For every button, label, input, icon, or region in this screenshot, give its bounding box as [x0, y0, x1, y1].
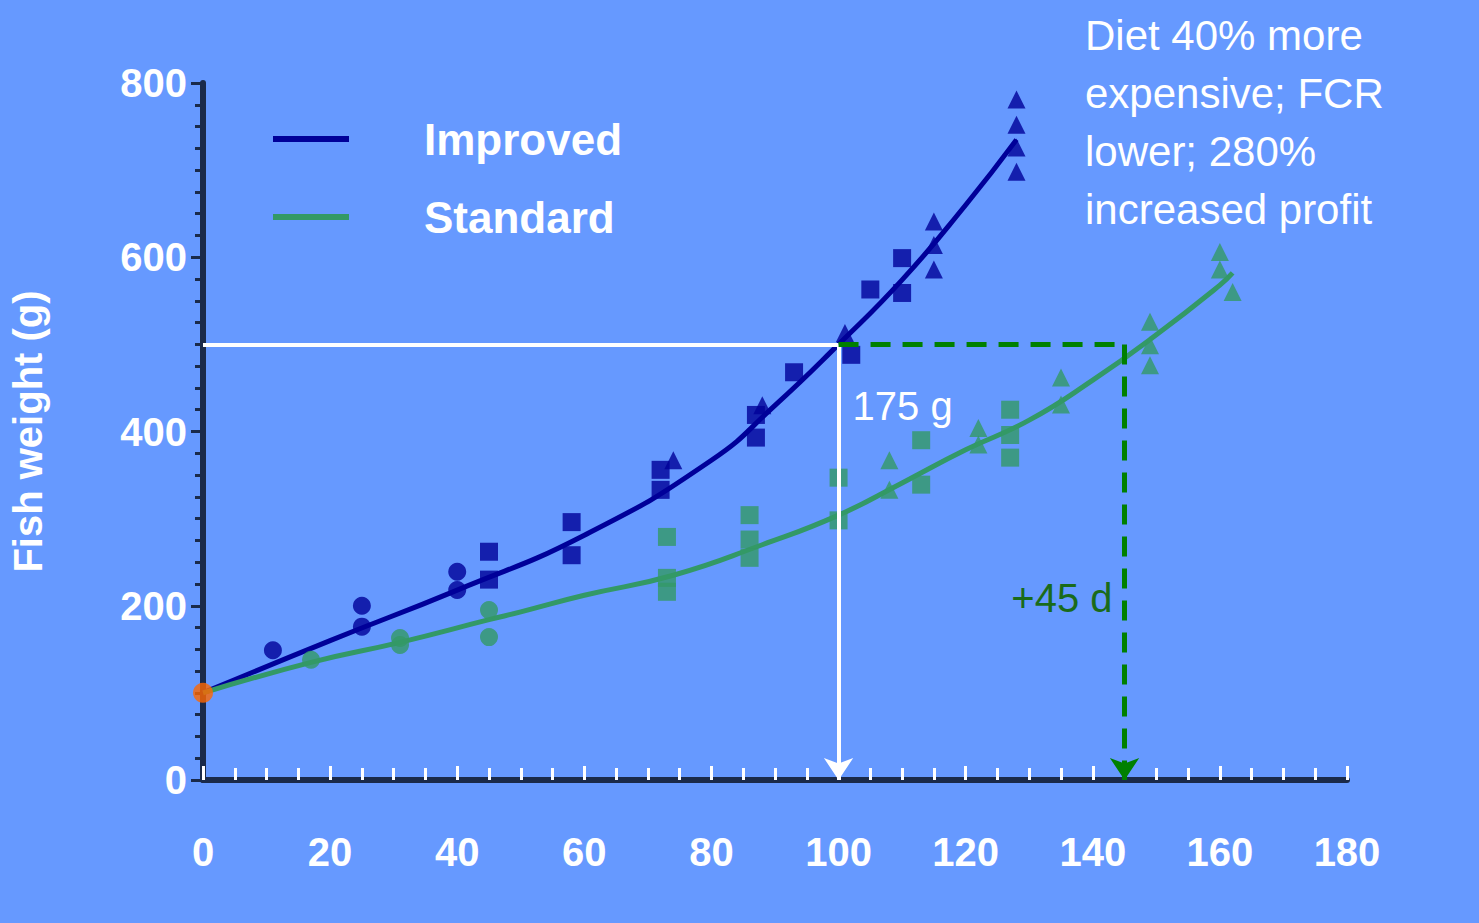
svg-text:Fish weight (g): Fish weight (g) [6, 290, 50, 572]
svg-text:40: 40 [435, 830, 480, 874]
svg-text:+45 d: +45 d [1011, 576, 1112, 620]
svg-text:0: 0 [192, 830, 214, 874]
svg-text:Standard: Standard [424, 193, 615, 242]
svg-text:Improved: Improved [424, 115, 622, 164]
svg-text:175 g: 175 g [853, 384, 953, 428]
svg-text:expensive; FCR: expensive; FCR [1085, 70, 1395, 117]
svg-text:0: 0 [165, 758, 187, 802]
svg-text:400: 400 [120, 410, 187, 454]
svg-text:Diet 40% more: Diet 40% more [1085, 12, 1374, 59]
svg-text:increased profit: increased profit [1085, 186, 1372, 233]
svg-text:80: 80 [689, 830, 734, 874]
svg-text:lower; 280%: lower; 280% [1085, 128, 1328, 175]
svg-text:60: 60 [562, 830, 607, 874]
svg-text:180: 180 [1314, 830, 1381, 874]
svg-text:140: 140 [1059, 830, 1126, 874]
svg-text:120: 120 [932, 830, 999, 874]
svg-text:600: 600 [120, 235, 187, 279]
svg-text:20: 20 [308, 830, 353, 874]
svg-text:160: 160 [1187, 830, 1254, 874]
svg-text:200: 200 [120, 584, 187, 628]
svg-text:800: 800 [120, 61, 187, 105]
svg-text:100: 100 [805, 830, 872, 874]
